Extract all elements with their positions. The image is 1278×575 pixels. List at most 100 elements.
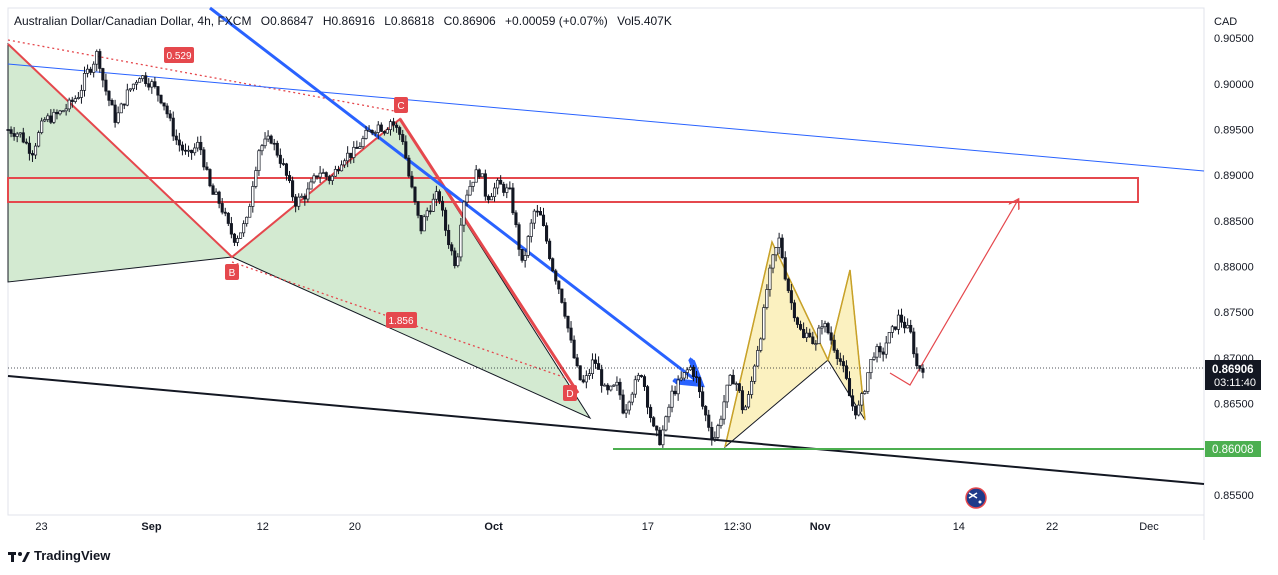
candle-body bbox=[358, 146, 362, 149]
high-value: H0.86916 bbox=[322, 14, 375, 28]
candlestick-series bbox=[6, 48, 925, 448]
candle-body bbox=[82, 72, 87, 91]
candle-body bbox=[30, 153, 35, 156]
candle-body bbox=[465, 194, 469, 203]
candle-body bbox=[266, 135, 270, 140]
candle-body bbox=[125, 89, 129, 106]
candle-body bbox=[823, 323, 827, 328]
candle-body bbox=[811, 336, 815, 345]
candle-body bbox=[597, 363, 601, 370]
symbol-header: Australian Dollar/Canadian Dollar, 4h, F… bbox=[14, 14, 678, 28]
candle-body bbox=[756, 350, 760, 367]
candle-body bbox=[762, 307, 766, 340]
candle-body bbox=[284, 163, 289, 176]
svg-text:B: B bbox=[229, 268, 236, 279]
candle-body bbox=[860, 393, 864, 406]
candle-body bbox=[820, 326, 824, 329]
tradingview-logo[interactable]: TradingView bbox=[8, 548, 110, 563]
candle-body bbox=[24, 141, 28, 144]
candle-body bbox=[835, 349, 839, 360]
svg-text:D: D bbox=[566, 389, 573, 400]
candle-body bbox=[878, 346, 882, 353]
candle-body bbox=[165, 105, 169, 115]
candle-body bbox=[875, 346, 879, 358]
candle-body bbox=[899, 314, 904, 323]
candle-body bbox=[798, 324, 803, 330]
candle-body bbox=[226, 212, 230, 224]
resistance-zone[interactable] bbox=[7, 177, 1139, 203]
candle-body bbox=[128, 88, 132, 91]
candle-body bbox=[131, 83, 136, 90]
candle-body bbox=[220, 203, 224, 213]
candle-body bbox=[141, 75, 145, 80]
candle-body bbox=[514, 212, 518, 226]
candle-body bbox=[361, 138, 365, 148]
candle-body bbox=[768, 267, 772, 290]
candle-body bbox=[58, 110, 62, 115]
svg-text:0.86008: 0.86008 bbox=[1212, 444, 1254, 456]
svg-text:1.856: 1.856 bbox=[388, 316, 413, 327]
candle-body bbox=[49, 115, 53, 123]
candle-body bbox=[21, 132, 25, 143]
time-tick-label: 23 bbox=[35, 521, 47, 533]
candle-body bbox=[440, 200, 445, 211]
upper-trendline[interactable] bbox=[7, 63, 1205, 172]
symbol-title[interactable]: Australian Dollar/Canadian Dollar, 4h, F… bbox=[14, 14, 252, 28]
candle-body bbox=[707, 414, 711, 428]
candle-body bbox=[260, 145, 264, 152]
candle-body bbox=[483, 173, 487, 197]
projection-arrow[interactable] bbox=[889, 200, 1018, 386]
candle-body bbox=[343, 160, 347, 166]
cd-leg bbox=[398, 118, 580, 394]
candle-body bbox=[526, 236, 530, 256]
ratio-label-1: 0.529 bbox=[164, 47, 194, 63]
australia-flag-icon[interactable] bbox=[965, 487, 987, 509]
candle-body bbox=[428, 210, 432, 213]
candle-body bbox=[407, 157, 411, 177]
candle-body bbox=[603, 384, 607, 387]
price-axis[interactable]: 0.90500 0.90000 0.89500 0.89000 0.88500 0.880… bbox=[1214, 33, 1254, 502]
svg-text:0.86906: 0.86906 bbox=[1212, 364, 1254, 376]
time-axis[interactable]: 23 Sep 12 20 Oct 17 12:30 Nov 14 22 Dec bbox=[35, 521, 1159, 533]
candle-body bbox=[46, 115, 50, 120]
candle-body bbox=[636, 375, 640, 381]
price-tick-label: 0.88000 bbox=[1214, 262, 1254, 274]
candle-body bbox=[352, 146, 356, 158]
candle-body bbox=[909, 324, 913, 333]
candle-body bbox=[306, 188, 310, 200]
candle-body bbox=[333, 169, 337, 177]
candle-body bbox=[750, 381, 754, 395]
candle-body bbox=[496, 179, 500, 189]
price-tick-label: 0.85500 bbox=[1214, 490, 1254, 502]
label-d: D bbox=[563, 385, 577, 401]
candle-body bbox=[134, 81, 139, 85]
candle-body bbox=[792, 302, 796, 319]
candle-body bbox=[600, 369, 604, 386]
candle-body bbox=[551, 258, 555, 272]
bearish-trend-arrow[interactable] bbox=[209, 6, 698, 382]
candle-body bbox=[679, 377, 683, 381]
candle-body bbox=[364, 129, 368, 139]
candle-body bbox=[541, 214, 546, 227]
candle-body bbox=[746, 394, 751, 408]
candle-body bbox=[903, 321, 907, 329]
candle-body bbox=[719, 418, 723, 427]
yellow-legs bbox=[724, 239, 866, 448]
candle-body bbox=[851, 395, 855, 407]
candle-body bbox=[346, 152, 350, 162]
candle-body bbox=[676, 379, 680, 395]
lower-trendline[interactable] bbox=[7, 375, 1205, 485]
candle-body bbox=[248, 206, 252, 218]
candle-body bbox=[682, 372, 686, 379]
ratio-label-2: 1.856 bbox=[386, 312, 417, 328]
candle-body bbox=[410, 175, 414, 188]
bullish-harmonic-pattern[interactable] bbox=[7, 39, 592, 420]
candle-body bbox=[434, 191, 438, 200]
candle-body bbox=[480, 173, 484, 178]
candle-body bbox=[287, 175, 292, 182]
candle-body bbox=[18, 132, 22, 135]
time-tick-label: 14 bbox=[953, 521, 965, 533]
bearish-harmonic-pattern[interactable] bbox=[724, 239, 866, 449]
candle-body bbox=[737, 383, 741, 391]
